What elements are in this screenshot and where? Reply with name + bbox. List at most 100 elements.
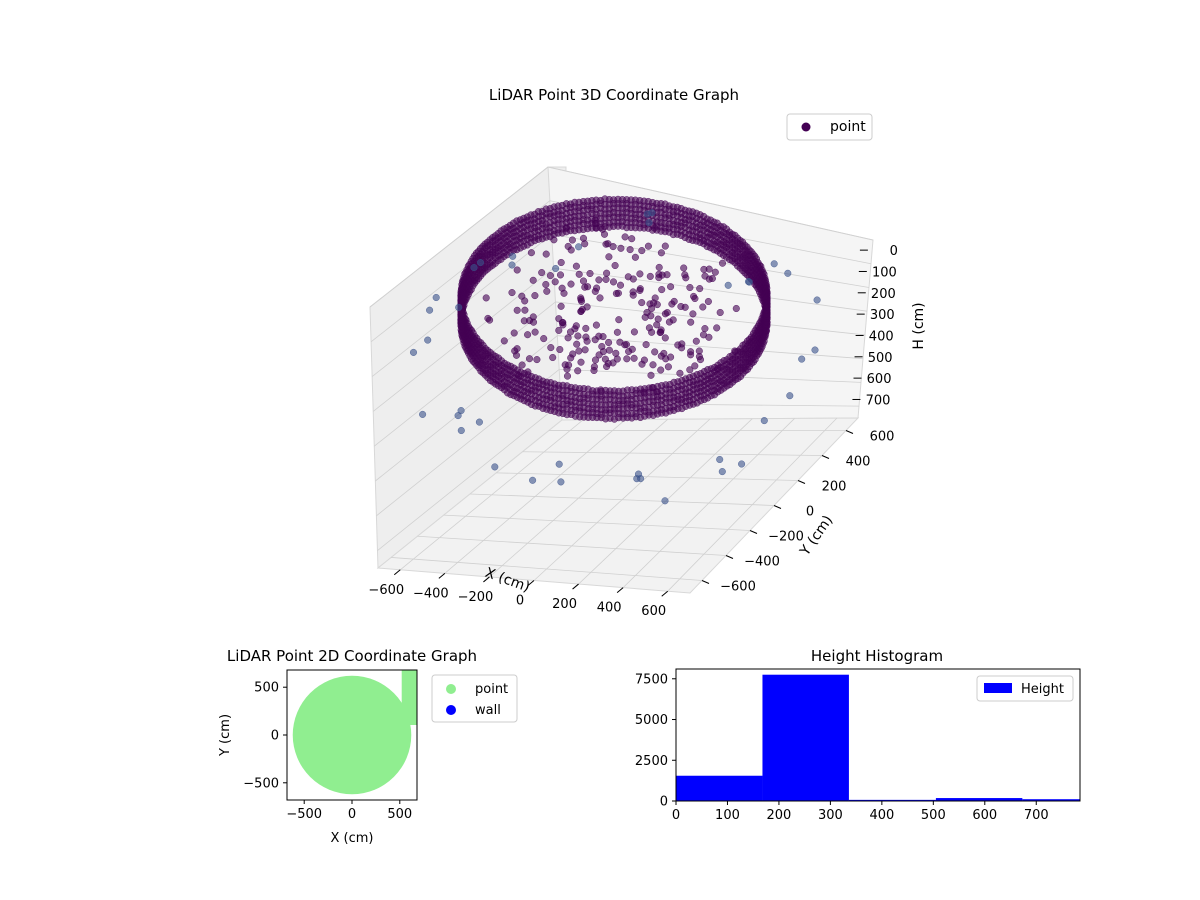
point-3d [664,363,672,371]
legend-2d-wall-label: wall [475,703,501,718]
grid-z-left [377,402,562,551]
point-3d [770,260,778,268]
point-3d [555,326,563,334]
x-tick-3d [616,587,624,594]
z-axis-label-3d: H (cm) [911,302,927,349]
point-3d [556,345,564,354]
point-3d [581,240,589,248]
grid-y-floor [469,493,775,506]
x-ticks-3d: −600 −400 −200 0 200 400 600 [368,569,669,619]
histogram-ticks: 0 100 200 300 400 500 600 700 0 2500 5000 7500 [635,672,1049,823]
point-3d [529,476,537,484]
histogram-bar [762,674,849,801]
point-3d [582,333,590,341]
point-3d [470,264,478,272]
point-3d [629,288,637,296]
y-tick-label-hist: 2500 [635,754,668,769]
point-3d [798,355,806,363]
point-3d [557,258,565,267]
point-3d [521,297,529,305]
point-3d [575,270,583,278]
point-3d [515,372,523,380]
point-3d [687,351,695,359]
z-tick-label-3d: 400 [869,329,894,344]
point-3d [486,316,494,324]
z-tick-label-3d: 100 [872,265,897,280]
point-3d [696,356,705,364]
y-tick-label-2d: −500 [243,776,279,791]
point-3d [598,342,606,351]
histogram-bar [676,775,763,801]
point-3d [500,337,508,345]
y-tick-label-hist: 0 [660,795,668,810]
legend-histogram-swatch [984,683,1012,693]
point-3d [595,276,603,284]
point-region-ne [401,670,417,725]
point-3d [567,280,575,288]
y-tick-label-3d: 0 [806,505,814,520]
point-3d [644,242,652,250]
point-3d [574,367,582,375]
point-3d [572,322,580,330]
point-3d [718,468,726,476]
point-3d [586,269,594,278]
point-3d [543,287,551,295]
chart-3d: LiDAR Point 3D Coordinate Graph −600 −400… [368,86,927,619]
point-3d [640,356,648,364]
x-tick-label-hist: 200 [767,808,792,823]
point-3d [669,316,677,324]
point-3d [531,292,539,300]
x-tick-label-3d: 600 [641,604,666,619]
point-3d [699,303,707,311]
point-3d [691,362,699,370]
point-3d [648,209,656,217]
point-3d [609,278,618,286]
point-3d [601,355,609,363]
x-tick-label-3d: −400 [413,586,449,601]
point-3d [555,460,563,468]
point-3d [636,270,644,278]
point-3d [603,269,611,277]
y-tick-label-2d: 500 [254,681,279,696]
point-3d [457,426,465,435]
point-3d [575,347,583,355]
grid-x-floor [667,417,838,592]
histogram-bars [676,674,1080,801]
point-3d [560,289,568,297]
y-axis-label-2d: Y (cm) [218,714,233,757]
point-3d [455,303,463,311]
histogram-frame [675,668,1081,802]
x-tick-label-3d: 200 [552,597,577,612]
point-3d [786,392,794,400]
x-tick-label-hist: 600 [972,808,997,823]
histogram-bar [935,798,1023,801]
point-3d [692,237,701,245]
point-3d [636,286,644,294]
point-3d [419,410,427,418]
point-3d [630,354,638,362]
legend-3d-label: point [830,119,866,135]
y-tick-label-3d: −200 [768,530,804,545]
point-3d [426,306,434,314]
point-3d [616,338,624,346]
point-3d [547,344,555,352]
z-tick-label-3d: 0 [890,244,898,259]
grid-z-left [374,301,556,447]
x-tick-3d [527,580,535,586]
x-tick-3d [483,576,490,583]
x-tick-3d [661,590,669,597]
x-tick-label-3d: −600 [368,583,404,598]
point-3d [657,366,665,374]
point-disc [292,675,412,795]
point-3d [724,281,732,289]
point-3d [525,355,534,363]
point-3d [609,243,617,251]
y-tick-label-3d: 400 [846,455,871,470]
chart-2d: LiDAR Point 2D Coordinate Graph −500 0 500… [218,647,518,846]
point-3d [602,275,610,283]
point-3d [784,269,792,277]
histogram-bar [848,799,936,801]
grid-z-back [555,301,866,336]
point-3d [732,304,740,313]
point-3d [687,318,695,326]
